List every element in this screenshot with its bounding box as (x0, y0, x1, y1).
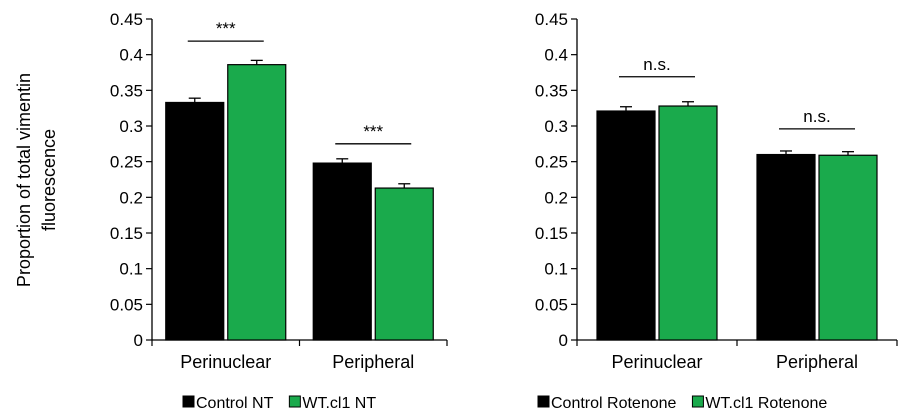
chart-1-bar-wt (658, 105, 718, 341)
chart-0-significance-label: *** (216, 19, 236, 38)
chart-1-bar-control (596, 110, 656, 341)
chart-1-y-tick-label: 0.05 (535, 295, 568, 314)
chart-0-y-tick-label: 0.2 (119, 188, 143, 207)
chart-1-y-tick-label: 0.1 (544, 260, 568, 279)
chart-0-y-tick-label: 0.05 (110, 295, 143, 314)
chart-1-bar-control (756, 153, 816, 341)
chart-1-legend-swatch (691, 395, 704, 408)
chart-0-y-tick-label: 0.25 (110, 153, 143, 172)
chart-1-y-tick-label: 0.2 (544, 188, 568, 207)
chart-1-significance-label: n.s. (643, 55, 670, 74)
chart-0-bar-wt (374, 187, 434, 341)
chart-0-bar-control (165, 101, 225, 341)
chart-0-y-tick-label: 0 (134, 331, 143, 350)
chart-1-y-tick-label: 0.35 (535, 81, 568, 100)
chart-0-y-tick-label: 0.35 (110, 81, 143, 100)
chart-0-legend-swatch (288, 395, 301, 408)
chart-1-y-tick-label: 0 (559, 331, 568, 350)
chart-0-bar-control (312, 162, 372, 341)
chart-0-significance-label: *** (363, 122, 383, 141)
y-axis-title-line-1: Proportion of total vimentin (14, 73, 34, 287)
chart-1-legend-label: WT.cl1 Rotenone (705, 395, 827, 412)
y-axis-title-line-2: fluorescence (39, 129, 59, 231)
chart-0-bar-wt (227, 64, 287, 341)
chart-1-significance-label: n.s. (803, 107, 830, 126)
chart-1-y-tick-label: 0.45 (535, 10, 568, 29)
chart-0-y-tick-label: 0.15 (110, 224, 143, 243)
chart-0-x-tick-label: Perinuclear (180, 352, 271, 372)
chart-1-y-tick-label: 0.15 (535, 224, 568, 243)
chart-0-y-tick-label: 0.4 (119, 46, 143, 65)
chart-1-legend-label: Control Rotenone (551, 395, 677, 412)
chart-0-legend-swatch (182, 395, 195, 408)
chart-1-y-tick-label: 0.3 (544, 117, 568, 136)
chart-0-y-tick-label: 0.3 (119, 117, 143, 136)
chart-1-y-tick-label: 0.25 (535, 153, 568, 172)
chart-1-bar-wt (818, 154, 878, 341)
chart-0-x-tick-label: Peripheral (332, 352, 414, 372)
chart-0-y-tick-label: 0.45 (110, 10, 143, 29)
chart-1-legend-swatch (537, 395, 550, 408)
chart-1-y-tick-label: 0.4 (544, 46, 568, 65)
chart-1-x-tick-label: Peripheral (776, 352, 858, 372)
chart-0-y-tick-label: 0.1 (119, 260, 143, 279)
chart-0-legend-label: Control NT (196, 395, 274, 412)
chart-0-legend-label: WT.cl1 NT (302, 395, 376, 412)
chart-1-x-tick-label: Perinuclear (611, 352, 702, 372)
